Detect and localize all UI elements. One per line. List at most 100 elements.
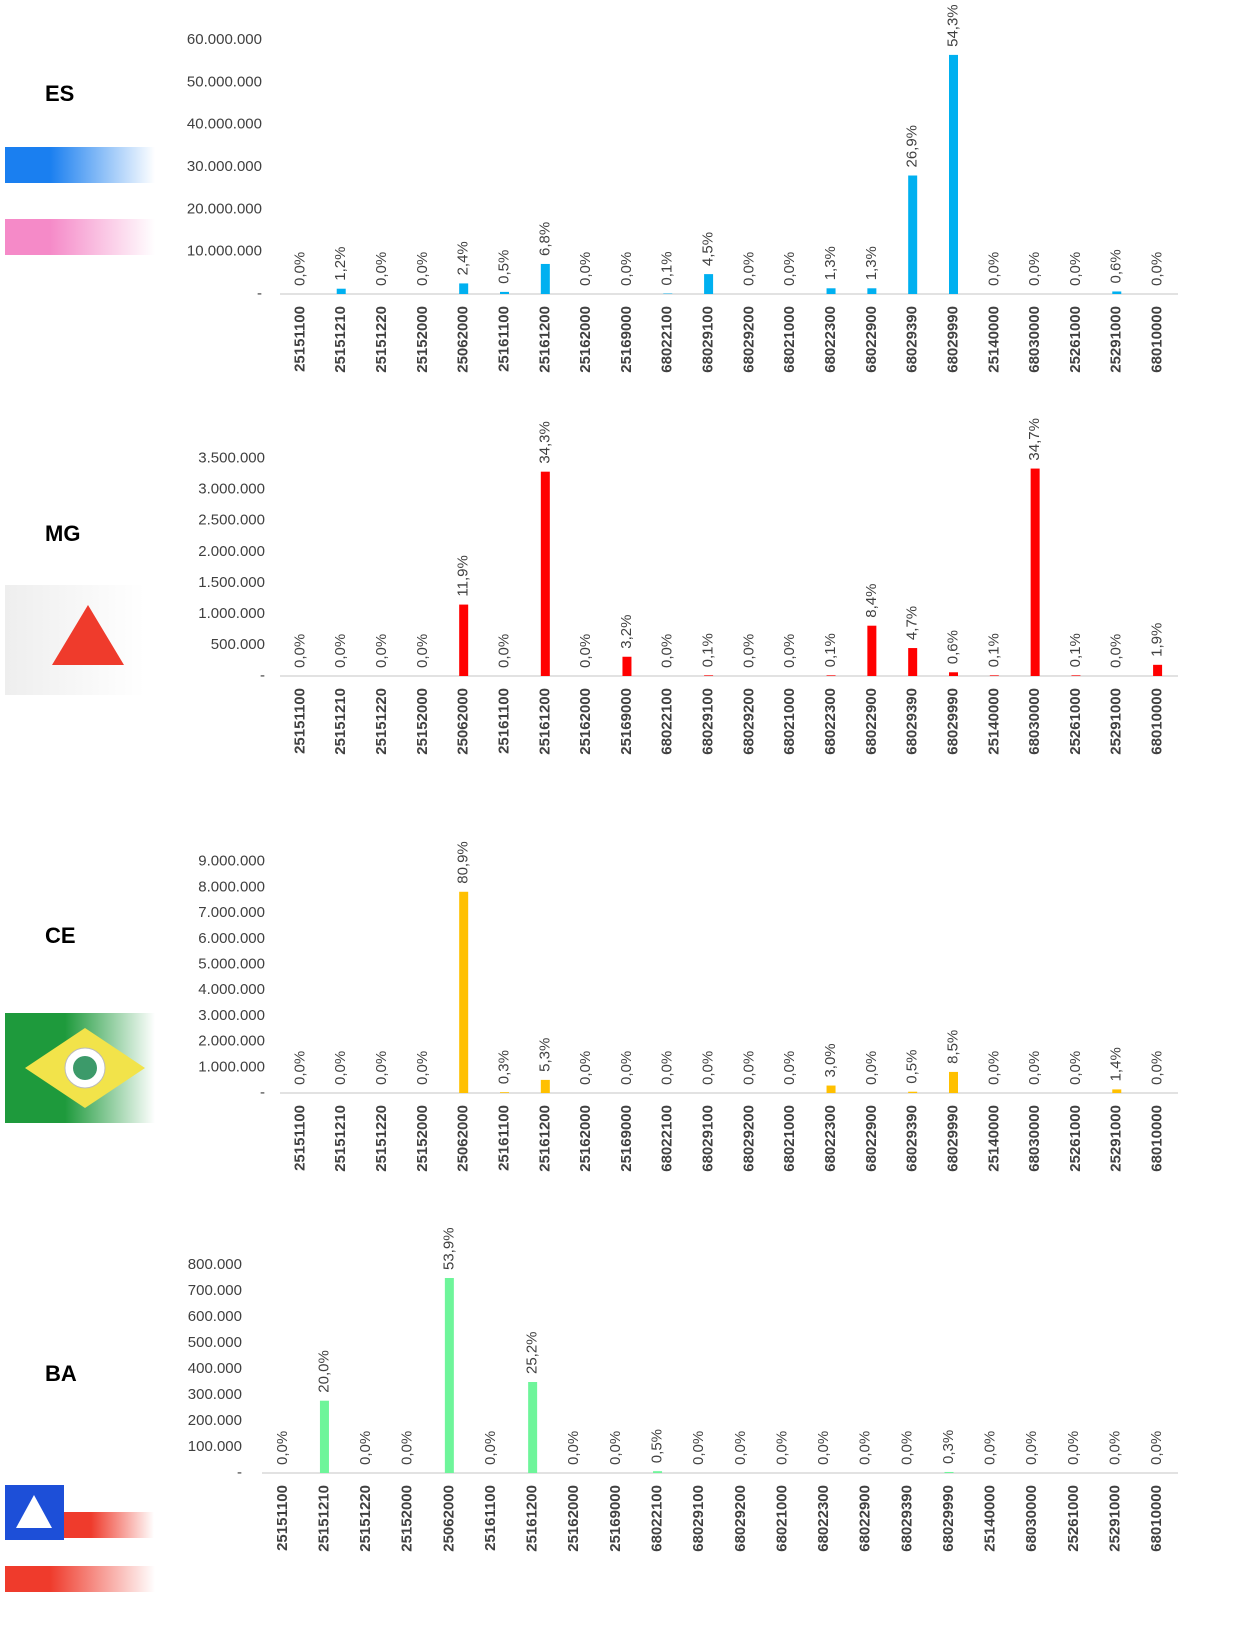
y-tick-label: 6.000.000	[198, 930, 265, 947]
x-tick-label: 68022300	[822, 306, 839, 373]
bar	[459, 604, 469, 676]
bar	[867, 625, 877, 676]
bar	[704, 675, 714, 676]
x-tick-label: 25140000	[985, 306, 1002, 373]
bar	[459, 891, 469, 1093]
x-tick-label: 25261000	[1065, 1485, 1082, 1552]
y-tick-label: 3.500.000	[198, 450, 265, 467]
value-label: 0,0%	[781, 1051, 798, 1085]
x-tick-label: 25169000	[618, 306, 635, 373]
value-label: 0,0%	[1023, 1431, 1040, 1465]
x-tick-label: 25062000	[455, 688, 472, 755]
x-tick-label: 25151220	[373, 306, 390, 373]
x-tick-label: 68022300	[822, 688, 839, 755]
x-tick-label: 25151100	[291, 688, 308, 754]
value-label: 0,1%	[822, 633, 839, 667]
x-tick-label: 68022300	[815, 1485, 832, 1552]
x-tick-label: 25161100	[495, 1105, 512, 1171]
value-label: 0,0%	[1026, 1051, 1043, 1085]
value-label: 0,3%	[940, 1430, 957, 1464]
value-label: 0,0%	[659, 634, 676, 668]
y-tick-label: 40.000.000	[187, 116, 262, 133]
x-tick-label: 68010000	[1149, 1105, 1166, 1172]
bar	[826, 288, 836, 294]
x-tick-label: 68029100	[700, 688, 717, 755]
bar	[949, 1071, 958, 1093]
value-label: 1,4%	[1108, 1047, 1125, 1081]
bar	[949, 672, 958, 676]
value-label: 0,0%	[274, 1431, 291, 1465]
value-label: 3,0%	[822, 1043, 839, 1077]
value-label: 0,5%	[649, 1429, 666, 1463]
x-tick-label: 25151210	[332, 306, 349, 373]
value-label: 0,0%	[815, 1431, 832, 1465]
y-tick-label: 700.000	[188, 1282, 242, 1299]
value-label: 0,5%	[495, 250, 512, 284]
x-tick-label: 25152000	[399, 1485, 416, 1552]
value-label: 3,2%	[618, 615, 635, 649]
value-label: 53,9%	[440, 1227, 457, 1270]
value-label: 0,0%	[985, 252, 1002, 286]
value-label: 4,7%	[904, 606, 921, 640]
value-label: 0,0%	[414, 634, 431, 668]
value-label: 25,2%	[524, 1331, 541, 1374]
value-label: 0,0%	[773, 1431, 790, 1465]
value-label: 0,0%	[607, 1431, 624, 1465]
value-label: 0,0%	[898, 1431, 915, 1465]
x-tick-label: 25152000	[414, 688, 431, 755]
state-title: BA	[45, 1361, 77, 1386]
y-tick-label: 1.000.000	[198, 1058, 265, 1075]
value-label: 0,1%	[985, 633, 1002, 667]
value-label: 80,9%	[455, 841, 472, 884]
x-tick-label: 68010000	[1149, 688, 1166, 755]
y-tick-label: 500.000	[188, 1334, 242, 1351]
x-tick-label: 25291000	[1108, 306, 1125, 373]
y-tick-label: 100.000	[188, 1438, 242, 1455]
bar	[540, 471, 550, 676]
value-label: 0,0%	[482, 1431, 499, 1465]
x-tick-label: 25261000	[1067, 1105, 1084, 1172]
y-tick-label: 9.000.000	[198, 853, 265, 870]
bar	[949, 54, 958, 294]
value-label: 54,3%	[944, 4, 961, 47]
y-tick-label: 10.000.000	[187, 243, 262, 260]
y-tick-label: 2.000.000	[198, 543, 265, 560]
value-label: 20,0%	[315, 1350, 332, 1393]
x-tick-label: 25162000	[565, 1485, 582, 1552]
value-label: 4,5%	[700, 232, 717, 266]
x-tick-label: 25062000	[455, 306, 472, 373]
value-label: 0,0%	[1108, 634, 1125, 668]
state-title: MG	[45, 521, 80, 546]
value-label: 0,0%	[982, 1431, 999, 1465]
value-label: 0,0%	[781, 252, 798, 286]
bar	[944, 1471, 954, 1473]
x-tick-label: 68022900	[857, 1485, 874, 1552]
y-tick-label: 3.000.000	[198, 1007, 265, 1024]
value-label: 0,0%	[577, 252, 594, 286]
value-label: 0,0%	[863, 1051, 880, 1085]
bar	[1030, 468, 1040, 676]
x-tick-label: 25161200	[524, 1485, 541, 1552]
x-tick-label: 25169000	[618, 688, 635, 755]
value-label: 0,0%	[618, 1051, 635, 1085]
value-label: 6,8%	[536, 222, 553, 256]
bar	[444, 1278, 454, 1473]
x-tick-label: 68029200	[740, 688, 757, 755]
bar	[500, 1092, 509, 1093]
y-tick-label: -	[257, 285, 262, 302]
value-label: 0,0%	[1149, 1051, 1166, 1085]
bar	[1112, 291, 1122, 294]
y-tick-label: -	[260, 1084, 265, 1101]
y-tick-label: 7.000.000	[198, 904, 265, 921]
y-tick-label: 50.000.000	[187, 73, 262, 90]
value-label: 0,0%	[857, 1431, 874, 1465]
bar	[908, 175, 918, 294]
x-tick-label: 68029200	[732, 1485, 749, 1552]
x-tick-label: 25261000	[1067, 306, 1084, 373]
x-tick-label: 68029390	[898, 1485, 915, 1552]
x-tick-label: 68029390	[904, 688, 921, 755]
y-tick-label: 8.000.000	[198, 878, 265, 895]
value-label: 0,0%	[332, 1051, 349, 1085]
y-tick-label: 800.000	[188, 1256, 242, 1273]
